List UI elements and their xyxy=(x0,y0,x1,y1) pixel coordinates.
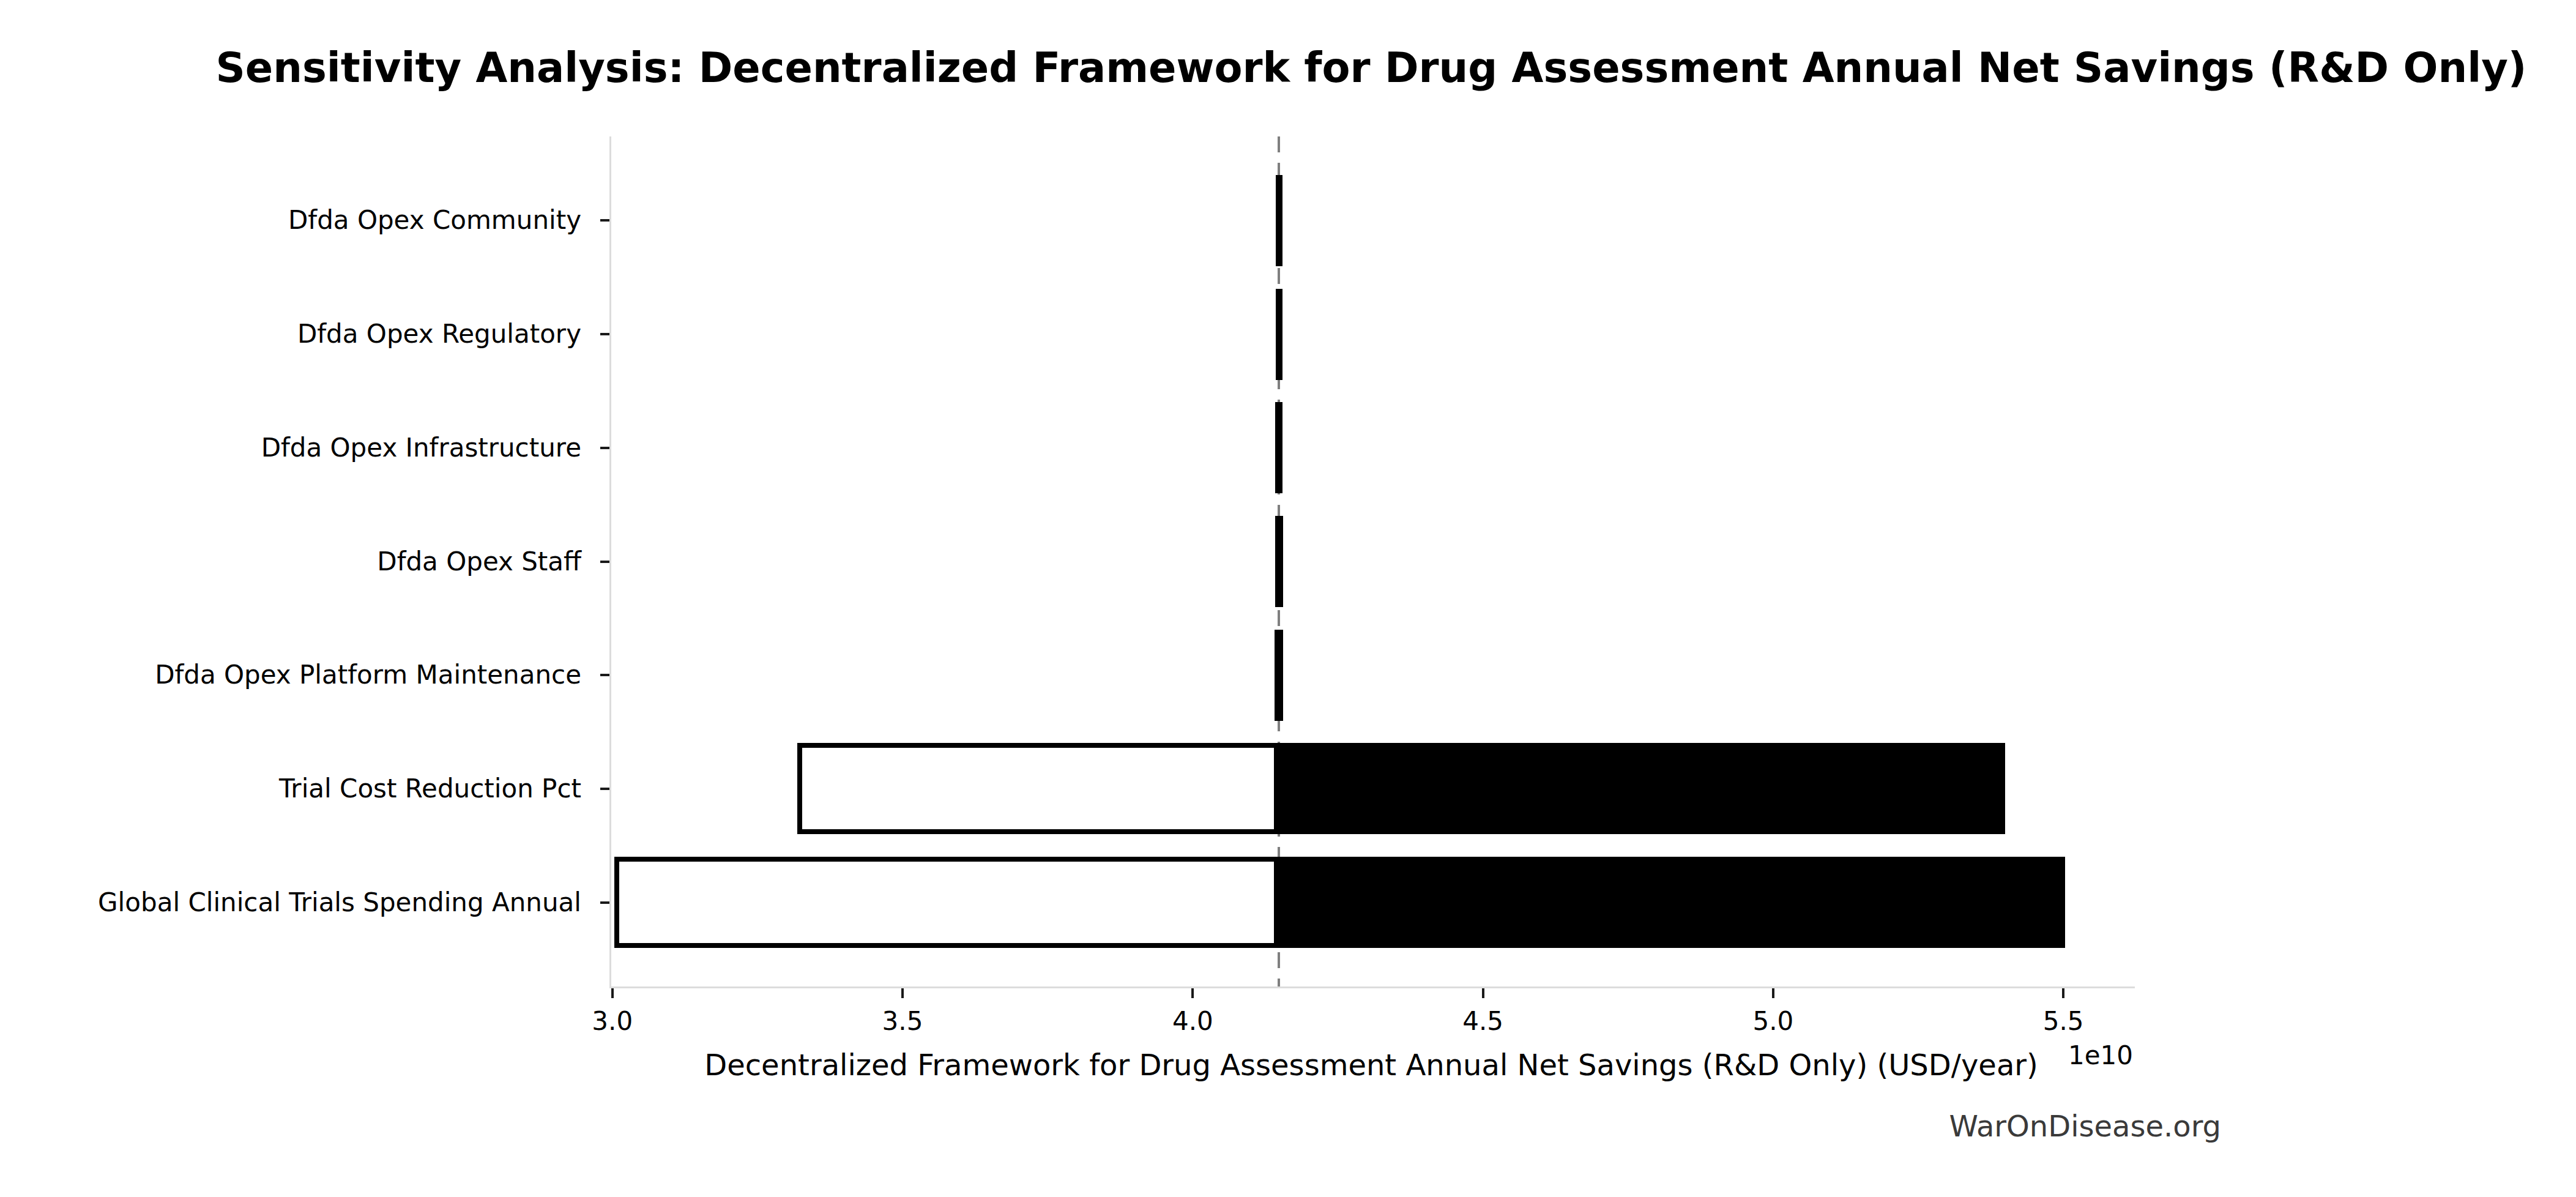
x-tick-mark xyxy=(901,988,904,998)
bar-narrow-range xyxy=(1276,175,1282,266)
y-tick-mark xyxy=(600,447,609,449)
y-tick-mark xyxy=(600,219,609,222)
x-tick-label: 5.5 xyxy=(1996,1006,2131,1036)
y-tick-mark xyxy=(600,561,609,563)
y-axis-label: Dfda Opex Community xyxy=(0,202,581,239)
x-axis-offset-label: 1e10 xyxy=(2068,1040,2133,1070)
bar-narrow-range xyxy=(1275,630,1282,721)
x-tick-mark xyxy=(2062,988,2064,998)
x-tick-label: 4.0 xyxy=(1125,1006,1260,1036)
y-tick-mark xyxy=(600,788,609,790)
x-tick-label: 5.0 xyxy=(1706,1006,1841,1036)
x-tick-label: 3.5 xyxy=(835,1006,970,1036)
bar-narrow-range xyxy=(1276,289,1282,380)
y-axis-label: Trial Cost Reduction Pct xyxy=(0,770,581,807)
x-tick-mark xyxy=(1772,988,1774,998)
plot-area xyxy=(609,136,2135,988)
y-tick-mark xyxy=(600,674,609,676)
x-tick-mark xyxy=(1482,988,1484,998)
bar-low-segment xyxy=(614,857,1279,948)
sensitivity-tornado-figure: Sensitivity Analysis: Decentralized Fram… xyxy=(0,0,2576,1197)
bar-high-segment xyxy=(1279,857,2065,948)
x-tick-mark xyxy=(1191,988,1194,998)
watermark-text: WarOnDisease.org xyxy=(1949,1109,2221,1143)
y-axis-label: Global Clinical Trials Spending Annual xyxy=(0,884,581,921)
bar-narrow-range xyxy=(1275,402,1282,493)
bar-narrow-range xyxy=(1275,516,1282,607)
bar-low-segment xyxy=(797,743,1278,834)
y-axis-label: Dfda Opex Regulatory xyxy=(0,316,581,352)
x-axis-label: Decentralized Framework for Drug Assessm… xyxy=(704,1048,2038,1082)
y-tick-mark xyxy=(600,901,609,904)
x-tick-label: 4.5 xyxy=(1416,1006,1550,1036)
y-axis-label: Dfda Opex Staff xyxy=(0,543,581,580)
x-tick-mark xyxy=(611,988,614,998)
chart-title: Sensitivity Analysis: Decentralized Fram… xyxy=(216,44,2527,92)
bar-high-segment xyxy=(1279,743,2005,834)
y-tick-mark xyxy=(600,333,609,335)
x-tick-label: 3.0 xyxy=(545,1006,680,1036)
y-axis-label: Dfda Opex Platform Maintenance xyxy=(0,657,581,693)
y-axis-label: Dfda Opex Infrastructure xyxy=(0,430,581,466)
